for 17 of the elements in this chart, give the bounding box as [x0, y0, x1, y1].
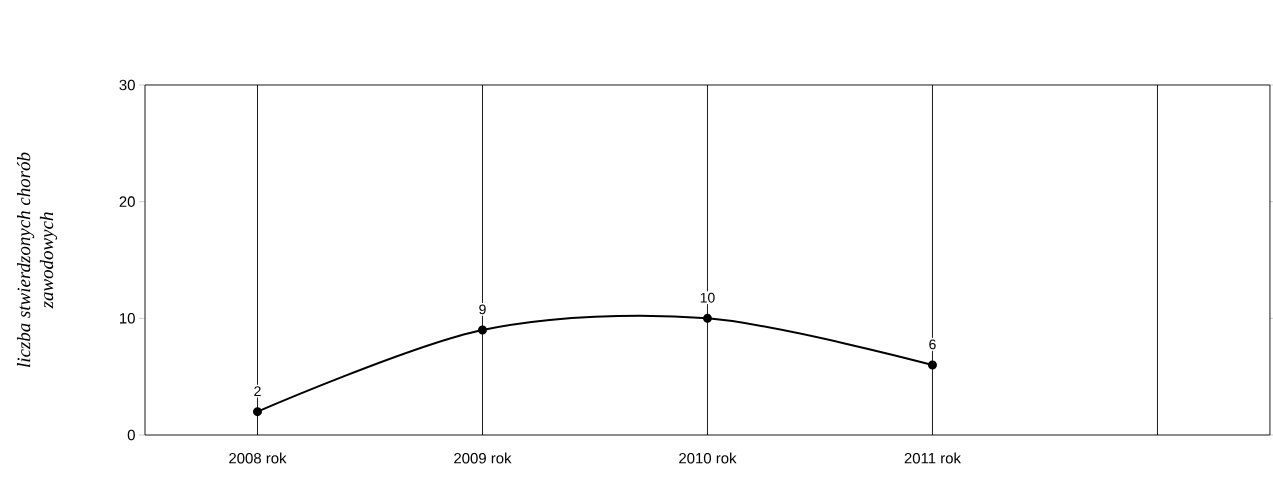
- data-label: 6: [929, 339, 936, 350]
- point: [477, 325, 487, 335]
- point: [927, 360, 937, 370]
- x-tick-label: 2009 rok: [454, 452, 512, 464]
- x-tick-label: 2008 rok: [229, 452, 287, 464]
- y-tick-label: 30: [119, 79, 135, 91]
- data-label: 2: [254, 386, 261, 396]
- y-axis-title: liczba stwierdzonych chorób zawodowych: [16, 152, 58, 367]
- point: [702, 313, 712, 323]
- x-tick-label: 2011 rok: [904, 452, 961, 464]
- x-tick-label: 2010 rok: [679, 452, 737, 464]
- y-tick-label: 10: [120, 313, 135, 324]
- y-tick-label: 0: [127, 429, 135, 441]
- data-label: 10: [700, 292, 715, 303]
- point: [253, 407, 262, 417]
- y-tick-label: 20: [119, 196, 135, 207]
- data-label: 9: [479, 304, 486, 315]
